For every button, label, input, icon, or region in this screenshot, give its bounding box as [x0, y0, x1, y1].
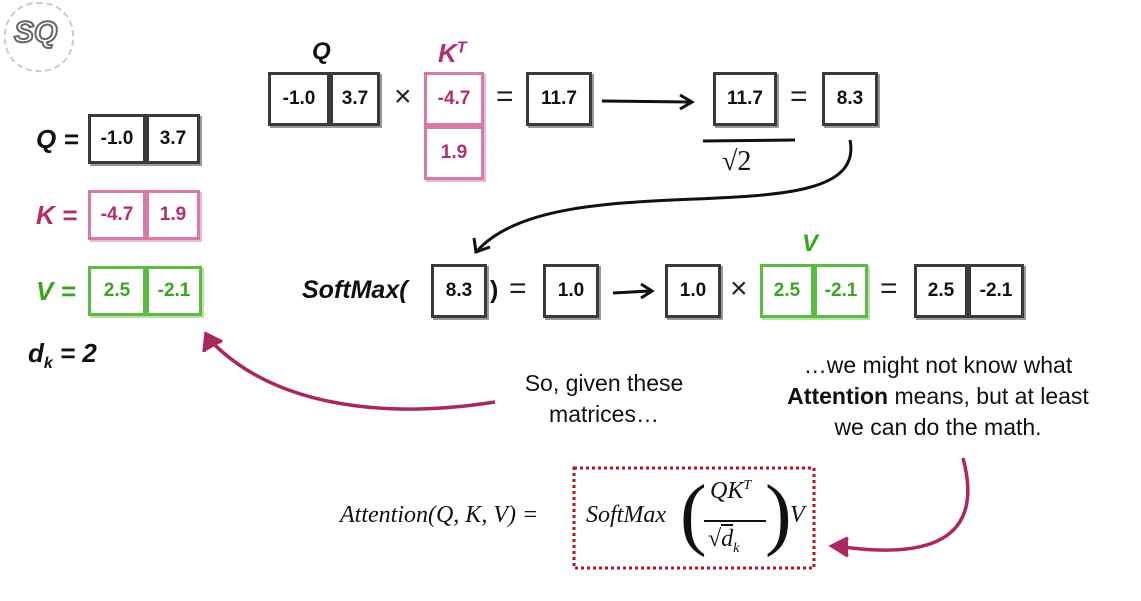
statquest-logo: [4, 2, 74, 72]
top-kt-cell-2: 1.9: [424, 126, 484, 180]
scaled-numerator-cell: 11.7: [713, 72, 777, 126]
kt-header-k: K: [438, 38, 457, 68]
note-math-bold: Attention: [787, 383, 889, 409]
note-math-line2: Attention means, but at least: [738, 381, 1138, 412]
result-cell-1: 2.5: [914, 264, 968, 318]
top-kt-cell-1: -4.7: [424, 72, 484, 126]
top-q-cell-2: 3.7: [330, 72, 380, 126]
formula-right-paren: ): [765, 470, 792, 558]
times-op-softmax: ×: [730, 272, 748, 305]
scaled-result-cell: 8.3: [822, 72, 878, 126]
arrow-to-matrices: [206, 336, 496, 411]
formula-lhs: Attention(Q, K, V) =: [340, 502, 539, 528]
formula-numerator: QKT: [710, 478, 751, 505]
note-math-line1: …we might not know what: [803, 352, 1073, 378]
softmax-v-cell-2: -2.1: [814, 264, 868, 318]
fraction-bar: [702, 138, 796, 143]
k-def-cell-2: 1.9: [146, 190, 200, 240]
formula-left-paren: (: [680, 470, 707, 558]
v-def-cell-1: 2.5: [88, 266, 146, 316]
equals-op-top: =: [496, 80, 514, 113]
formula-numerator-sup: T: [743, 478, 752, 493]
q-def-cell-2: 3.7: [146, 114, 200, 164]
note-attention-math: …we might not know what Attention means,…: [738, 350, 1138, 443]
softmax-input-cell: 8.3: [431, 264, 487, 318]
dk-d: d: [28, 338, 44, 368]
dot-result-cell: 11.7: [526, 72, 592, 126]
softmax-output-cell: 1.0: [543, 264, 599, 318]
equals-op-softmax: =: [509, 272, 527, 305]
arrowhead-to-matrices: [202, 331, 223, 353]
formula-denominator-sub: k: [733, 540, 740, 556]
scaled-denominator: √2: [722, 146, 752, 177]
arrowhead-to-formula: [828, 536, 849, 558]
curve-arrow-to-softmax: [476, 139, 853, 252]
dk-definition: dk = 2: [28, 338, 97, 373]
q-header: Q: [312, 38, 331, 65]
kt-header-sup: T: [456, 39, 467, 57]
note-given-line1: So, given these: [524, 370, 684, 396]
arrow-softmax-to-weight: [612, 289, 651, 295]
v-header: V: [802, 230, 819, 257]
arrow-dot-to-scale: [601, 99, 691, 104]
note-math-line2-rest: means, but at least: [888, 383, 1089, 409]
formula-highlight-box: [572, 466, 816, 570]
arrowhead-dot-to-scale: [679, 93, 695, 111]
formula-numerator-qk: QK: [710, 478, 744, 504]
equals-op-final: =: [880, 272, 898, 305]
top-q-cell-1: -1.0: [268, 72, 330, 126]
result-cell-2: -2.1: [968, 264, 1024, 318]
formula-fraction-bar: [704, 520, 766, 522]
logo-text: SQ: [13, 15, 58, 50]
dk-sub: k: [43, 355, 53, 373]
weight-cell: 1.0: [665, 264, 721, 318]
note-given-matrices: So, given these matrices…: [498, 368, 710, 430]
arrowhead-softmax-to-weight: [640, 282, 655, 300]
q-def-label: Q =: [36, 124, 79, 154]
note-given-line2: matrices…: [549, 401, 659, 427]
times-op-top: ×: [394, 80, 412, 113]
softmax-label: SoftMax(: [302, 276, 408, 304]
formula-sqrt-sign: √: [708, 526, 722, 552]
softmax-close-paren: ): [490, 276, 499, 304]
v-def-cell-2: -2.1: [146, 266, 202, 316]
arrow-to-formula: [835, 457, 970, 552]
equals-op-scale: =: [790, 80, 808, 113]
arrowhead-to-softmax: [472, 237, 491, 255]
k-def-cell-1: -4.7: [88, 190, 146, 240]
kt-header: KT: [438, 38, 467, 69]
note-math-line3: we can do the math.: [834, 414, 1042, 440]
q-def-cell-1: -1.0: [88, 114, 146, 164]
dk-value: = 2: [52, 338, 97, 368]
softmax-v-cell-1: 2.5: [760, 264, 814, 318]
k-def-label: K =: [36, 200, 78, 230]
formula-v: V: [790, 502, 805, 528]
v-def-label: V =: [36, 276, 76, 306]
formula-denominator: √dk: [708, 524, 740, 557]
formula-denominator-d: d: [721, 524, 734, 552]
formula-softmax: SoftMax: [586, 502, 666, 528]
